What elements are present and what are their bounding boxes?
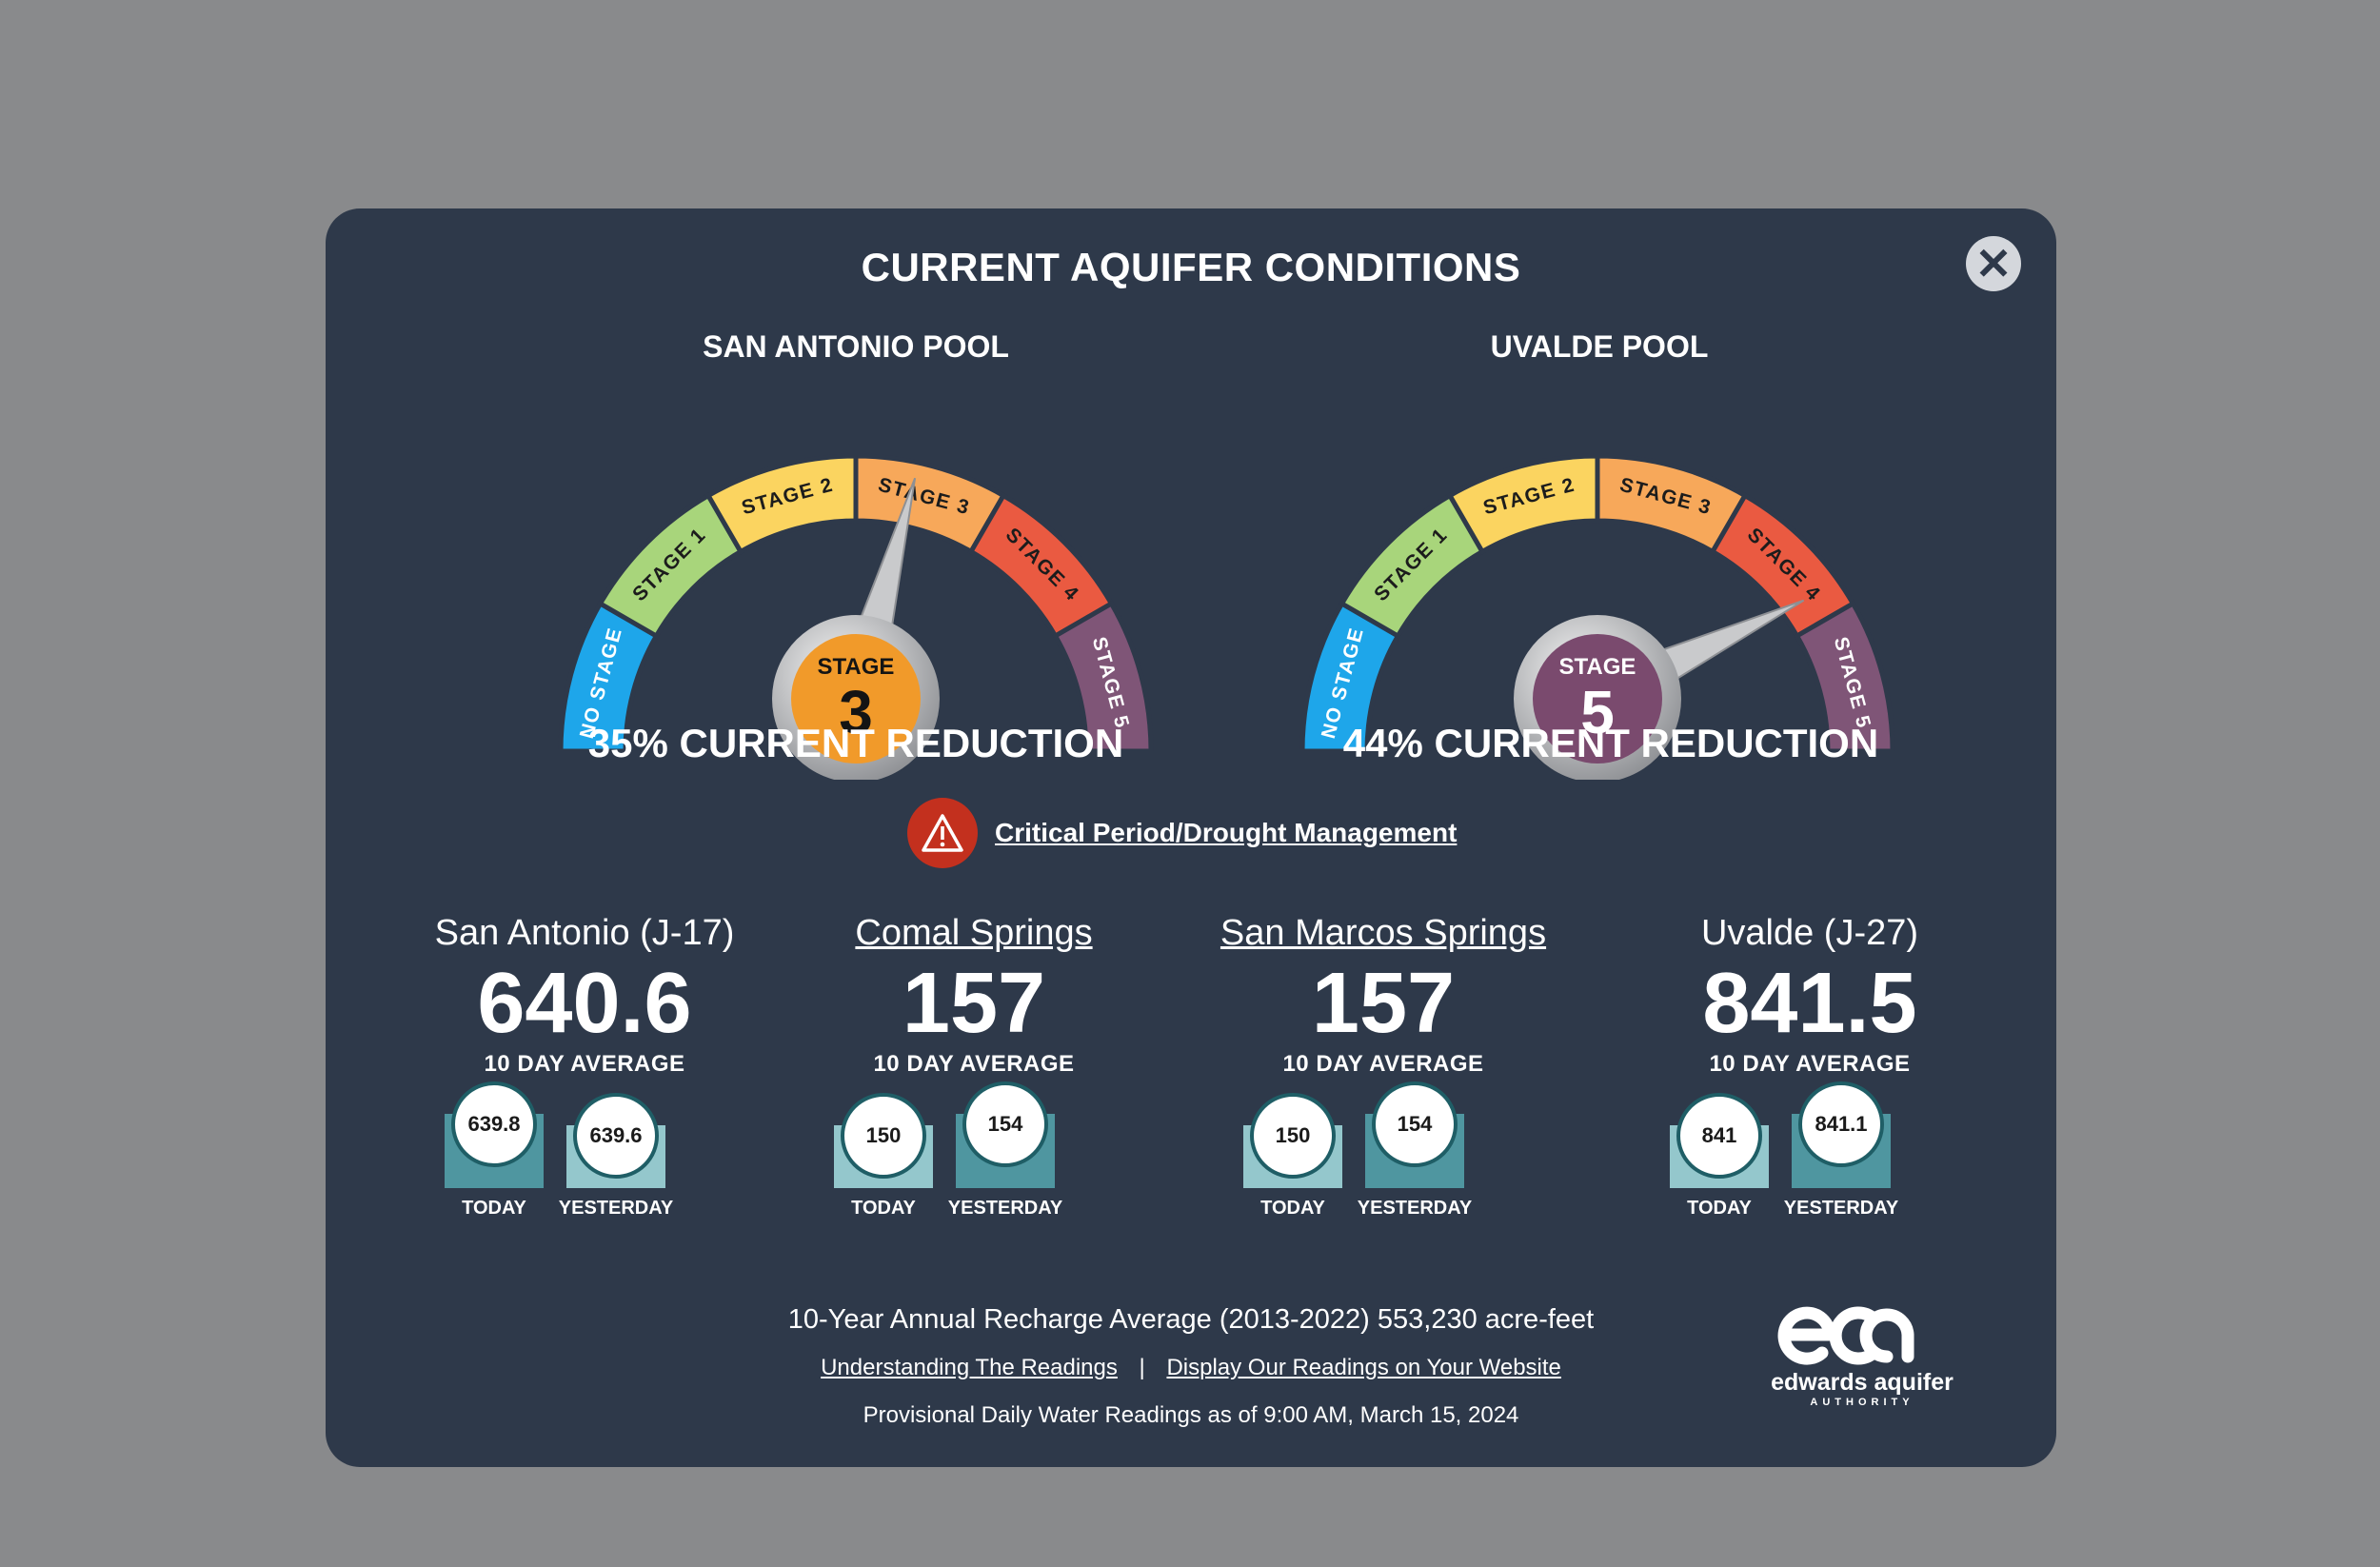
today-reading: 150 TODAY: [1243, 1081, 1342, 1234]
pool-title-san-antonio: SAN ANTONIO POOL: [703, 329, 1009, 364]
eaa-logo[interactable]: edwards aquifer AUTHORITY: [1767, 1303, 1957, 1408]
yesterday-label: YESTERDAY: [1357, 1198, 1473, 1219]
today-label: TODAY: [462, 1198, 526, 1219]
station-10day-value: 640.6: [477, 956, 692, 1051]
yesterday-reading: 154 YESTERDAY: [1358, 1081, 1472, 1234]
gauge-segment: [1794, 600, 1895, 754]
gauge-hub-center: [1533, 634, 1662, 764]
link-separator: |: [1139, 1355, 1145, 1380]
drought-alert[interactable]: Critical Period/Drought Management: [907, 797, 1457, 869]
gauge-stage-word: STAGE: [818, 654, 895, 680]
pool-title-uvalde: UVALDE POOL: [1490, 329, 1709, 364]
reduction-san-antonio: 35% CURRENT REDUCTION: [587, 721, 1124, 765]
logo-name: edwards aquifer: [1771, 1369, 1954, 1396]
close-icon[interactable]: ✕: [1974, 239, 2013, 288]
warning-icon[interactable]: [907, 798, 978, 868]
yesterday-value: 154: [962, 1081, 1048, 1167]
gauge-hub-center: [791, 634, 921, 764]
display-readings-link[interactable]: Display Our Readings on Your Website: [1166, 1355, 1561, 1380]
drought-management-link[interactable]: Critical Period/Drought Management: [995, 818, 1458, 847]
yesterday-label: YESTERDAY: [558, 1198, 674, 1219]
station-name: San Antonio (J-17): [434, 913, 735, 953]
reduction-uvalde: 44% CURRENT REDUCTION: [1342, 721, 1879, 765]
gauge-stage-word: STAGE: [1559, 654, 1636, 680]
aquifer-conditions-modal: CURRENT AQUIFER CONDITIONS ✕ SAN ANTONIO…: [326, 208, 2056, 1467]
station-san-marcos-springs: San Marcos Springs 157 10 DAY AVERAGE 15…: [1179, 913, 1588, 1234]
today-value: 639.8: [451, 1081, 537, 1167]
today-label: TODAY: [851, 1198, 916, 1219]
station-reading-bars: 150 TODAY 154 YESTERDAY: [1179, 1081, 1588, 1234]
today-value: 150: [841, 1093, 926, 1179]
today-reading: 639.8 TODAY: [445, 1081, 544, 1234]
yesterday-label: YESTERDAY: [1783, 1198, 1899, 1219]
station-reading-bars: 150 TODAY 154 YESTERDAY: [769, 1081, 1179, 1234]
yesterday-reading: 841.1 YESTERDAY: [1784, 1081, 1898, 1234]
close-button[interactable]: ✕: [1966, 236, 2021, 291]
station-name-link[interactable]: San Marcos Springs: [1220, 913, 1547, 953]
station-reading-bars: 639.8 TODAY 639.6 YESTERDAY: [380, 1081, 789, 1234]
station-name-link[interactable]: Comal Springs: [855, 913, 1093, 953]
station-uvalde: Uvalde (J-27) 841.5 10 DAY AVERAGE 841 TO…: [1605, 913, 2014, 1234]
yesterday-value: 841.1: [1798, 1081, 1884, 1167]
station-10day-value: 841.5: [1702, 956, 1917, 1051]
station-10day-value: 157: [1311, 956, 1456, 1051]
today-reading: 150 TODAY: [834, 1081, 933, 1234]
recharge-average: 10-Year Annual Recharge Average (2013-20…: [787, 1304, 1595, 1335]
station-avg-label: 10 DAY AVERAGE: [873, 1051, 1075, 1077]
understanding-readings-link[interactable]: Understanding The Readings: [821, 1355, 1118, 1380]
today-value: 841: [1676, 1093, 1762, 1179]
eaa-logo-mark: [1777, 1306, 1914, 1365]
station-avg-label: 10 DAY AVERAGE: [484, 1051, 685, 1077]
yesterday-reading: 639.6 YESTERDAY: [559, 1081, 673, 1234]
yesterday-reading: 154 YESTERDAY: [948, 1081, 1062, 1234]
yesterday-value: 154: [1372, 1081, 1458, 1167]
today-reading: 841 TODAY: [1670, 1081, 1769, 1234]
yesterday-value: 639.6: [573, 1093, 659, 1179]
station-10day-value: 157: [902, 956, 1046, 1051]
today-label: TODAY: [1260, 1198, 1325, 1219]
station-comal-springs: Comal Springs 157 10 DAY AVERAGE 150 TODA…: [769, 913, 1179, 1234]
provisional-readings-note: Provisional Daily Water Readings as of 9…: [863, 1402, 1519, 1428]
footer-links: Understanding The Readings | Display Our…: [326, 1355, 2056, 1381]
gauge-stage-number: 3: [839, 678, 873, 746]
logo-subtitle: AUTHORITY: [1810, 1397, 1914, 1408]
station-avg-label: 10 DAY AVERAGE: [1709, 1051, 1911, 1077]
station-avg-label: 10 DAY AVERAGE: [1282, 1051, 1484, 1077]
station-name: Uvalde (J-27): [1700, 913, 1919, 953]
station-san-antonio: San Antonio (J-17) 640.6 10 DAY AVERAGE …: [380, 913, 789, 1234]
gauge-stage-number: 5: [1580, 678, 1615, 746]
today-value: 150: [1250, 1093, 1336, 1179]
yesterday-label: YESTERDAY: [947, 1198, 1063, 1219]
modal-title: CURRENT AQUIFER CONDITIONS: [861, 245, 1521, 289]
today-label: TODAY: [1687, 1198, 1752, 1219]
station-reading-bars: 841 TODAY 841.1 YESTERDAY: [1605, 1081, 2014, 1234]
gauge-segment: [1052, 600, 1154, 754]
